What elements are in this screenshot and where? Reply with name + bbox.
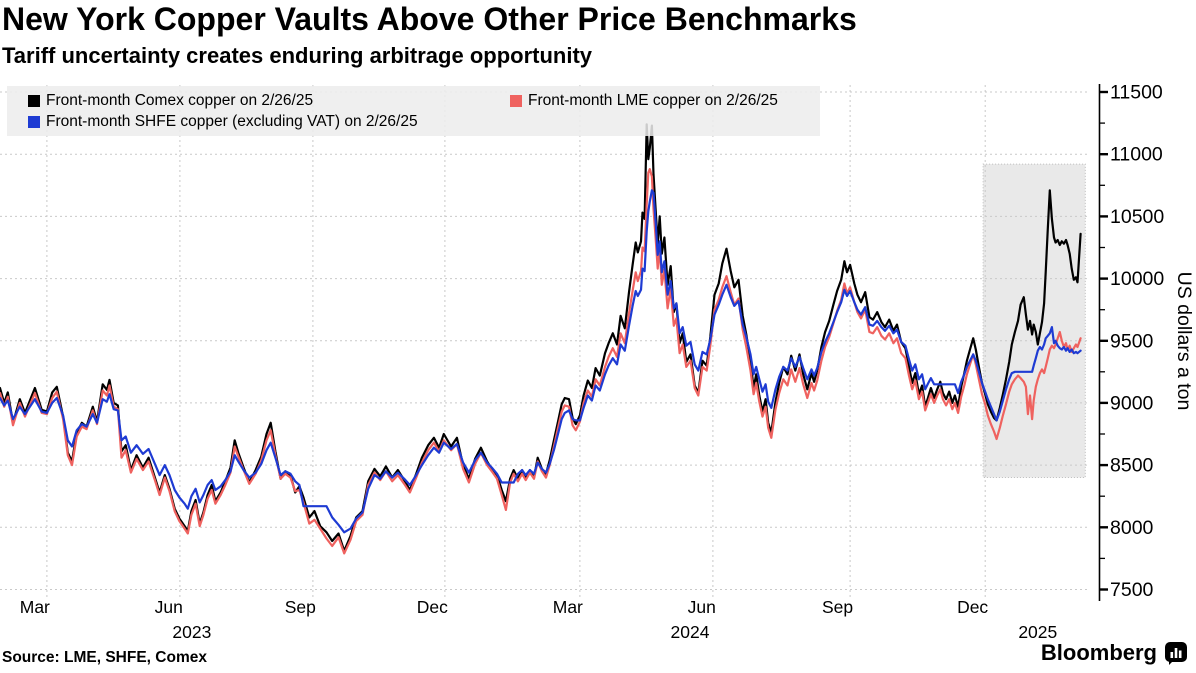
svg-text:2023: 2023 <box>172 622 211 642</box>
svg-text:Jun: Jun <box>688 597 716 617</box>
legend-item-lme: Front-month LME copper on 2/26/25 <box>510 92 820 110</box>
comex-swatch-icon <box>28 94 40 107</box>
svg-text:10000: 10000 <box>1110 268 1164 290</box>
svg-text:9500: 9500 <box>1110 330 1154 352</box>
svg-text:7500: 7500 <box>1110 579 1154 601</box>
svg-text:9000: 9000 <box>1110 392 1154 414</box>
y-axis-title: US dollars a ton <box>1173 272 1195 411</box>
svg-text:11500: 11500 <box>1110 82 1163 104</box>
gridlines <box>0 85 1090 597</box>
legend-label-shfe: Front-month SHFE copper (excluding VAT) … <box>46 112 418 130</box>
shfe-swatch-icon <box>28 115 40 128</box>
series-line-shfe <box>0 189 1082 534</box>
svg-text:Jun: Jun <box>155 597 183 617</box>
series-line-lme <box>0 168 1082 555</box>
svg-text:Mar: Mar <box>553 597 583 617</box>
svg-text:Dec: Dec <box>417 597 448 617</box>
svg-text:Mar: Mar <box>20 597 50 617</box>
svg-text:8500: 8500 <box>1110 455 1154 477</box>
svg-text:Dec: Dec <box>957 597 988 617</box>
bloomberg-wordmark: Bloomberg <box>1040 640 1157 665</box>
svg-text:Sep: Sep <box>822 597 853 617</box>
legend-label-lme: Front-month LME copper on 2/26/25 <box>528 91 778 109</box>
source-note: Source: LME, SHFE, Comex <box>2 649 207 666</box>
legend-item-comex: Front-month Comex copper on 2/26/25 <box>28 92 510 110</box>
chart-legend: Front-month Comex copper on 2/26/25 Fron… <box>7 86 820 136</box>
svg-text:2025: 2025 <box>1018 622 1057 642</box>
legend-label-comex: Front-month Comex copper on 2/26/25 <box>46 91 314 109</box>
svg-text:10500: 10500 <box>1110 206 1164 228</box>
bloomberg-branding: Bloomberg <box>1041 640 1188 666</box>
page-title: New York Copper Vaults Above Other Price… <box>2 1 857 37</box>
y-axis: 7500 8000 8500 9000 9500 10000 10500 11000 11500… <box>1098 82 1195 601</box>
svg-text:2024: 2024 <box>671 622 710 642</box>
svg-text:11000: 11000 <box>1110 144 1163 166</box>
lme-swatch-icon <box>510 94 522 107</box>
legend-item-shfe: Front-month SHFE copper (excluding VAT) … <box>28 113 510 131</box>
svg-text:8000: 8000 <box>1110 517 1154 539</box>
page-subtitle: Tariff uncertainty creates enduring arbi… <box>2 43 593 68</box>
bar-chart-bubble-icon <box>1165 642 1187 665</box>
x-axis: Mar Jun Sep Dec Mar Jun Sep Dec 2023 2024 2025 <box>20 597 1058 642</box>
svg-text:Sep: Sep <box>285 597 316 617</box>
